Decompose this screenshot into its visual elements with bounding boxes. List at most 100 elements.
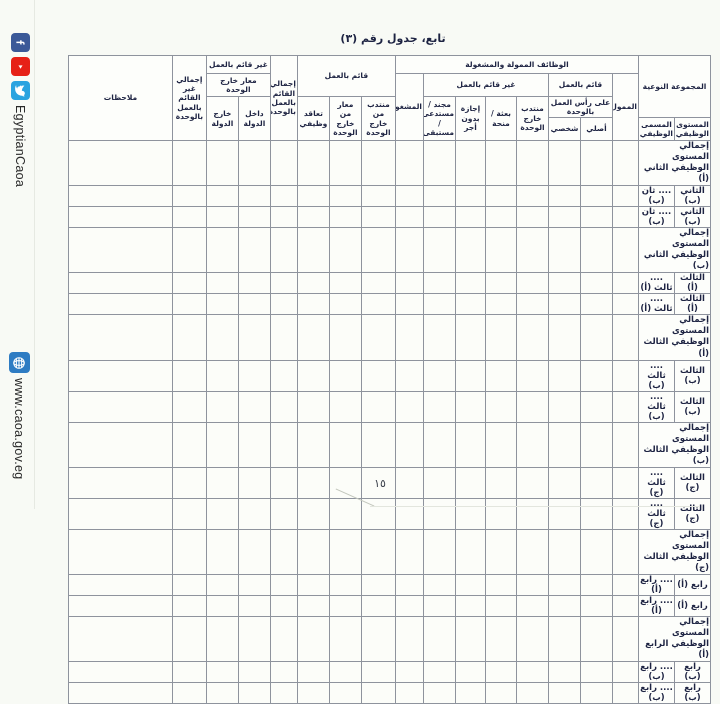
table-row: الثاني (ب).... ثان (ب): [68, 206, 711, 229]
empty-cell: [296, 528, 330, 575]
website-label[interactable]: www.caoa.gov.eg: [12, 378, 27, 480]
empty-cell: [455, 272, 486, 295]
empty-cell: [612, 359, 639, 392]
empty-cell: [205, 594, 239, 617]
empty-cell: [394, 421, 425, 468]
header-total-not-working-at-unit: إجمالي غير القائم بالعمل بالوحدة: [171, 55, 207, 141]
row-level-cell: الثالث (أ): [674, 293, 711, 316]
empty-cell: [269, 497, 298, 530]
empty-cell: [237, 185, 271, 208]
empty-cell: [485, 206, 517, 229]
empty-cell: [68, 293, 173, 316]
empty-cell: [68, 682, 173, 704]
empty-cell: [485, 272, 517, 295]
empty-cell: [328, 272, 362, 295]
empty-cell: [237, 573, 271, 596]
empty-cell: [328, 227, 362, 274]
empty-cell: [205, 206, 239, 229]
empty-cell: [171, 227, 207, 274]
empty-cell: [548, 466, 581, 499]
table-row: رابع (ب).... رابع (ب): [68, 682, 711, 704]
empty-cell: [580, 466, 613, 499]
empty-cell: [360, 390, 396, 423]
empty-cell: [296, 359, 330, 392]
header-job-contract: تعاقد وظيفي: [296, 96, 330, 141]
empty-cell: [296, 661, 330, 684]
empty-cell: [269, 227, 298, 274]
empty-cell: [423, 594, 456, 617]
empty-cell: [296, 615, 330, 663]
empty-cell: [485, 314, 517, 361]
empty-cell: [394, 272, 425, 295]
row-level-cell: رابع (أ): [674, 594, 711, 617]
empty-cell: [485, 185, 517, 208]
empty-cell: [328, 293, 362, 316]
empty-cell: [580, 594, 613, 617]
empty-cell: [360, 528, 396, 575]
empty-cell: [423, 682, 456, 704]
row-title-cell: .... ثالث (أ): [638, 272, 675, 295]
empty-cell: [580, 359, 613, 392]
empty-cell: [296, 227, 330, 274]
social-links-group: EgyptianCaoa: [11, 33, 30, 187]
empty-cell: [580, 390, 613, 423]
empty-cell: [516, 185, 549, 208]
empty-cell: [360, 615, 396, 663]
empty-cell: [516, 497, 549, 530]
empty-cell: [394, 314, 425, 361]
empty-cell: [360, 227, 396, 274]
empty-cell: [394, 359, 425, 392]
table-row: إجمالي المستوى الوظيفي الثالث (أ): [68, 314, 711, 361]
empty-cell: [423, 528, 456, 575]
empty-cell: [269, 421, 298, 468]
row-level-cell: الثالث (ب): [674, 359, 711, 392]
empty-cell: [516, 227, 549, 274]
empty-cell: [269, 594, 298, 617]
empty-cell: [516, 139, 549, 187]
empty-cell: [612, 497, 639, 530]
empty-cell: [171, 359, 207, 392]
empty-cell: [516, 466, 549, 499]
table-row: إجمالي المستوى الوظيفي الثاني (أ): [68, 139, 711, 187]
row-level-cell: الثالث (ب): [674, 390, 711, 423]
youtube-icon[interactable]: [11, 57, 30, 76]
empty-cell: [612, 314, 639, 361]
empty-cell: [68, 497, 173, 530]
row-total-label: إجمالي المستوى الوظيفي الثالث (ج): [638, 528, 711, 575]
empty-cell: [68, 594, 173, 617]
empty-cell: [394, 206, 425, 229]
empty-cell: [205, 421, 239, 468]
header-conscripted-recalled: مجند / مستدعى / مستبقى: [423, 96, 456, 141]
empty-cell: [171, 594, 207, 617]
facebook-icon[interactable]: [11, 33, 30, 52]
globe-icon[interactable]: [9, 352, 30, 373]
empty-cell: [296, 421, 330, 468]
empty-cell: [68, 528, 173, 575]
twitter-icon[interactable]: [11, 81, 30, 100]
empty-cell: [516, 661, 549, 684]
empty-cell: [328, 528, 362, 575]
empty-cell: [205, 185, 239, 208]
empty-cell: [328, 206, 362, 229]
empty-cell: [394, 227, 425, 274]
empty-cell: [580, 272, 613, 295]
empty-cell: [171, 390, 207, 423]
empty-cell: [423, 573, 456, 596]
header-working-occupied: قائم بالعمل: [296, 55, 396, 97]
empty-cell: [455, 293, 486, 316]
empty-cell: [548, 661, 581, 684]
row-level-cell: رابع (ب): [674, 661, 711, 684]
empty-cell: [237, 661, 271, 684]
empty-cell: [612, 272, 639, 295]
social-handle-label[interactable]: EgyptianCaoa: [13, 105, 28, 188]
empty-cell: [296, 594, 330, 617]
empty-cell: [328, 421, 362, 468]
header-loaned-outside-unit: معار خارج الوحدة: [205, 73, 271, 97]
empty-cell: [68, 206, 173, 229]
empty-cell: [68, 421, 173, 468]
empty-cell: [548, 573, 581, 596]
empty-cell: [580, 615, 613, 663]
empty-cell: [360, 573, 396, 596]
empty-cell: [205, 466, 239, 499]
empty-cell: [423, 227, 456, 274]
